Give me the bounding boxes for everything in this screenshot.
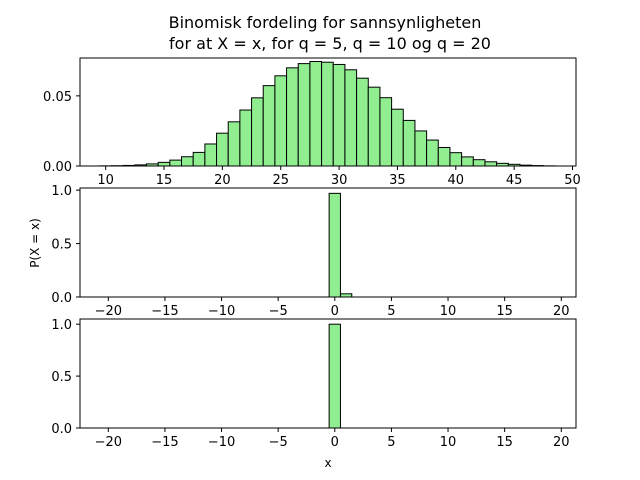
bar bbox=[332, 63, 346, 167]
y-tick-label: 0.00 bbox=[43, 160, 72, 175]
x-tick-label: 40 bbox=[448, 173, 465, 188]
x-tick-label: −5 bbox=[269, 435, 288, 450]
x-tick-label: 0 bbox=[331, 304, 339, 319]
bar bbox=[402, 119, 416, 167]
x-tick-label: 10 bbox=[440, 435, 457, 450]
bar bbox=[328, 323, 341, 429]
x-tick-label: 25 bbox=[272, 173, 289, 188]
bar bbox=[239, 109, 253, 167]
bar bbox=[472, 159, 486, 167]
y-tick-label: 1.0 bbox=[51, 184, 72, 199]
bar bbox=[356, 77, 369, 167]
x-tick-label: 45 bbox=[506, 173, 523, 188]
y-tick-label: 0.0 bbox=[51, 422, 72, 437]
x-tick-label: −15 bbox=[151, 435, 178, 450]
x-axis-label: x bbox=[324, 456, 331, 470]
x-tick-label: −10 bbox=[208, 304, 235, 319]
x-tick-label: −10 bbox=[208, 435, 235, 450]
axes-frame bbox=[79, 318, 577, 429]
bar bbox=[309, 61, 323, 167]
subplot-q20: −20 −15 −10 −5 0 5 10 15 20 0.0 0.5 1.0 bbox=[51, 318, 577, 450]
bar bbox=[449, 152, 463, 167]
x-tick-label: 30 bbox=[331, 173, 348, 188]
x-tick-label: −5 bbox=[269, 304, 288, 319]
bar bbox=[367, 86, 381, 167]
x-tick-label: 20 bbox=[553, 304, 570, 319]
y-axis-label: P(X = x) bbox=[28, 218, 42, 268]
axes-frame bbox=[79, 187, 577, 298]
bar bbox=[204, 143, 218, 167]
bar bbox=[274, 75, 288, 167]
bar bbox=[169, 159, 183, 167]
x-tick-label: 5 bbox=[387, 304, 395, 319]
y-tick-label: 0.5 bbox=[51, 238, 72, 253]
x-tick-label: 15 bbox=[496, 435, 513, 450]
subplot-q5: 10 15 20 25 30 35 40 45 50 0.00 0.05 bbox=[43, 57, 581, 188]
x-tick-label: 50 bbox=[564, 173, 581, 188]
x-tick-label: −15 bbox=[151, 304, 178, 319]
bar bbox=[426, 139, 439, 167]
y-tick-label: 0.05 bbox=[43, 90, 72, 105]
x-tick-label: −20 bbox=[95, 435, 122, 450]
y-tick-label: 1.0 bbox=[51, 318, 72, 333]
bar bbox=[192, 151, 206, 167]
x-tick-label: 0 bbox=[331, 435, 339, 450]
bar bbox=[461, 156, 474, 167]
bar bbox=[286, 67, 299, 167]
x-tick-label: 10 bbox=[440, 304, 457, 319]
bar bbox=[297, 63, 311, 167]
bar bbox=[391, 108, 404, 167]
x-tick-label: 20 bbox=[553, 435, 570, 450]
axes-frame bbox=[79, 57, 577, 167]
x-tick-label: 10 bbox=[97, 173, 114, 188]
bar bbox=[227, 121, 241, 167]
chart-title-line-1: Binomisk fordeling for sannsynligheten bbox=[169, 13, 482, 32]
x-tick-label: 5 bbox=[387, 435, 395, 450]
bar bbox=[157, 161, 171, 167]
bar bbox=[251, 97, 264, 167]
bar bbox=[328, 192, 341, 298]
subplot-q10: −20 −15 −10 −5 0 5 10 15 20 0.0 0.5 1.0 bbox=[51, 184, 577, 319]
chart-title-line-2: for at X = x, for q = 5, q = 10 og q = 2… bbox=[169, 34, 491, 53]
bar bbox=[181, 156, 194, 167]
x-tick-label: −20 bbox=[95, 304, 122, 319]
bar bbox=[321, 61, 334, 167]
bar bbox=[262, 85, 276, 167]
bar bbox=[344, 69, 358, 167]
bar bbox=[414, 130, 428, 167]
x-tick-label: 15 bbox=[156, 173, 173, 188]
y-tick-label: 0.0 bbox=[51, 291, 72, 306]
bar bbox=[379, 97, 393, 167]
bar bbox=[484, 161, 498, 167]
x-tick-label: 15 bbox=[496, 304, 513, 319]
bar bbox=[437, 146, 451, 167]
x-tick-label: 35 bbox=[389, 173, 406, 188]
bar bbox=[216, 132, 229, 167]
y-tick-label: 0.5 bbox=[51, 370, 72, 385]
x-tick-label: 20 bbox=[214, 173, 231, 188]
